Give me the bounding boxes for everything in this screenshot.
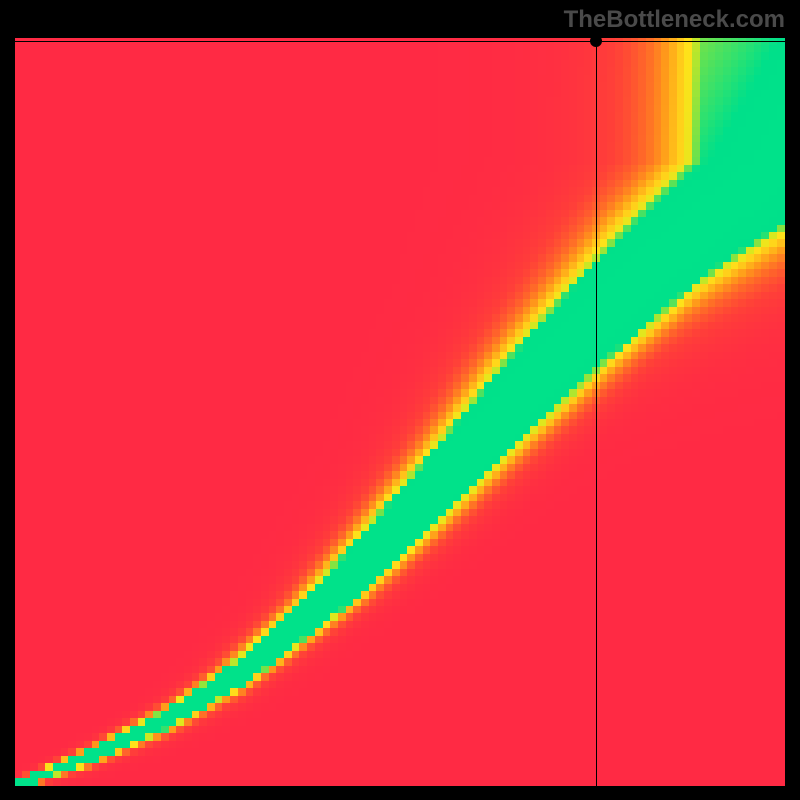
bottleneck-heatmap-canvas — [15, 38, 785, 786]
heatmap-container — [15, 38, 785, 786]
watermark-text: TheBottleneck.com — [564, 6, 785, 34]
